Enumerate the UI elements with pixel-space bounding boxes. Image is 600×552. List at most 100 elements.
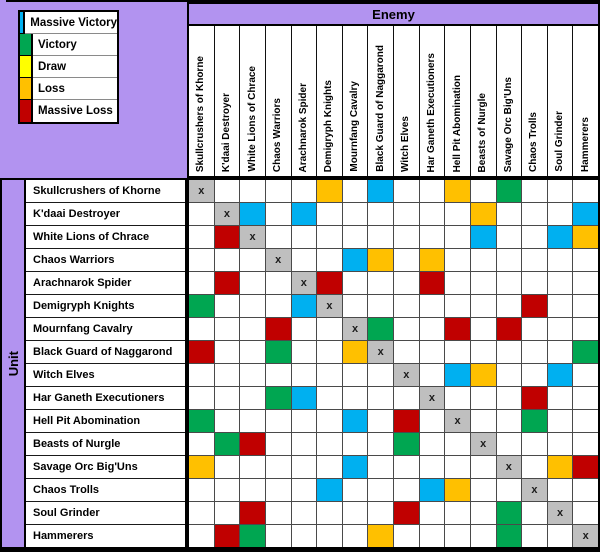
column-header-label: Arachnarok Spider <box>297 82 309 172</box>
matrix-cell <box>214 249 240 271</box>
matrix-cell <box>496 433 522 455</box>
matrix-cell <box>214 295 240 317</box>
matrix-cell <box>189 318 214 340</box>
matrix-cell <box>240 364 265 386</box>
matrix-cell <box>522 456 547 478</box>
matrix-cell <box>240 295 265 317</box>
matrix-cell <box>522 410 547 432</box>
matrix-cell <box>573 203 598 225</box>
matrix-cell <box>496 410 522 432</box>
matrix-cell <box>573 318 598 340</box>
matrix-cell <box>291 203 317 225</box>
matrix-cell <box>394 410 419 432</box>
column-header: Black Guard of Naggarond <box>368 26 393 176</box>
matrix-cell <box>317 479 342 501</box>
column-header-label: Black Guard of Naggarond <box>374 45 386 172</box>
matrix-cell <box>342 272 368 294</box>
matrix-cell <box>368 180 393 202</box>
unit-axis-label: Unit <box>5 350 21 377</box>
matrix-cell <box>189 203 214 225</box>
matrix-cell <box>470 203 496 225</box>
matrix-cell <box>470 502 496 524</box>
matrix-cell <box>342 433 368 455</box>
matrix-cell <box>368 410 393 432</box>
matrix-cell <box>470 318 496 340</box>
matrix-cell <box>496 180 522 202</box>
column-header-label: Soul Grinder <box>554 111 566 172</box>
matrix-cell <box>522 502 547 524</box>
matrix-cell <box>291 364 317 386</box>
matrix-cell <box>342 456 368 478</box>
matrix-cell <box>317 433 342 455</box>
legend-swatch-l <box>20 78 33 100</box>
matrix-cell <box>573 456 598 478</box>
matrix-cell <box>522 318 547 340</box>
matrix-cell <box>419 180 445 202</box>
column-header-label: Witch Elves <box>400 115 412 172</box>
matrix-cell <box>265 341 291 363</box>
matrix-cell <box>547 364 573 386</box>
matrix-cell <box>496 318 522 340</box>
legend-label: Massive Loss <box>38 105 113 117</box>
row-label: Skullcrushers of Khorne <box>26 180 185 202</box>
matrix-cell <box>368 318 393 340</box>
matrix-cell <box>496 479 522 501</box>
matrix-cell <box>470 525 496 547</box>
matrix-cell <box>394 180 419 202</box>
matrix-cell <box>189 525 214 547</box>
row-label: Witch Elves <box>26 364 185 386</box>
matrix-cell <box>573 364 598 386</box>
matrix-cell <box>394 249 419 271</box>
matrix-cell <box>214 433 240 455</box>
column-header: Soul Grinder <box>547 26 573 176</box>
matrix-cell <box>470 226 496 248</box>
matrix-cell <box>547 272 573 294</box>
matrix-cell <box>394 272 419 294</box>
matrix-cell <box>573 249 598 271</box>
matrix-cell <box>368 433 393 455</box>
matrix-cell <box>573 180 598 202</box>
matrix-cell <box>265 203 291 225</box>
matrix-cell <box>419 272 445 294</box>
matrix-cell <box>240 249 265 271</box>
matrix-cell: x <box>368 341 393 363</box>
matrix-cell <box>445 249 470 271</box>
matrix-cell <box>368 502 393 524</box>
matrix-cell <box>394 226 419 248</box>
matrix-cell <box>214 456 240 478</box>
matrix-cell <box>368 525 393 547</box>
matrix-cell: x <box>265 249 291 271</box>
matrix-cell <box>342 341 368 363</box>
matrix-cell <box>240 502 265 524</box>
matrix-cell <box>265 433 291 455</box>
matrix-cell <box>368 364 393 386</box>
enemy-axis-header: Enemy <box>187 2 600 26</box>
matrix-cell <box>547 226 573 248</box>
row-label: K'daai Destroyer <box>26 203 185 225</box>
matrix-cell <box>394 479 419 501</box>
matrix-cell <box>470 295 496 317</box>
matrix-cell <box>394 203 419 225</box>
matrix-cell <box>317 318 342 340</box>
matrix-cell <box>214 318 240 340</box>
column-header: Skullcrushers of Khorne <box>189 26 214 176</box>
matrix-cell <box>445 203 470 225</box>
legend-row: Loss <box>20 78 117 100</box>
column-header: Chaos Warriors <box>265 26 291 176</box>
matrix-cell <box>394 502 419 524</box>
column-header: Hammerers <box>573 26 598 176</box>
legend-label: Draw <box>33 56 117 78</box>
matrix-cell <box>419 203 445 225</box>
column-header: Har Ganeth Executioners <box>419 26 445 176</box>
matrix-cell <box>573 502 598 524</box>
matrix-cell <box>240 387 265 409</box>
matrix-cell <box>189 456 214 478</box>
matrix-cell <box>445 479 470 501</box>
matrix-cell <box>419 249 445 271</box>
legend: Massive Victory Victory Draw Loss Massive Lo… <box>18 10 119 124</box>
matrix-cell <box>547 295 573 317</box>
matrix-cell <box>470 387 496 409</box>
matrix-cell <box>342 525 368 547</box>
